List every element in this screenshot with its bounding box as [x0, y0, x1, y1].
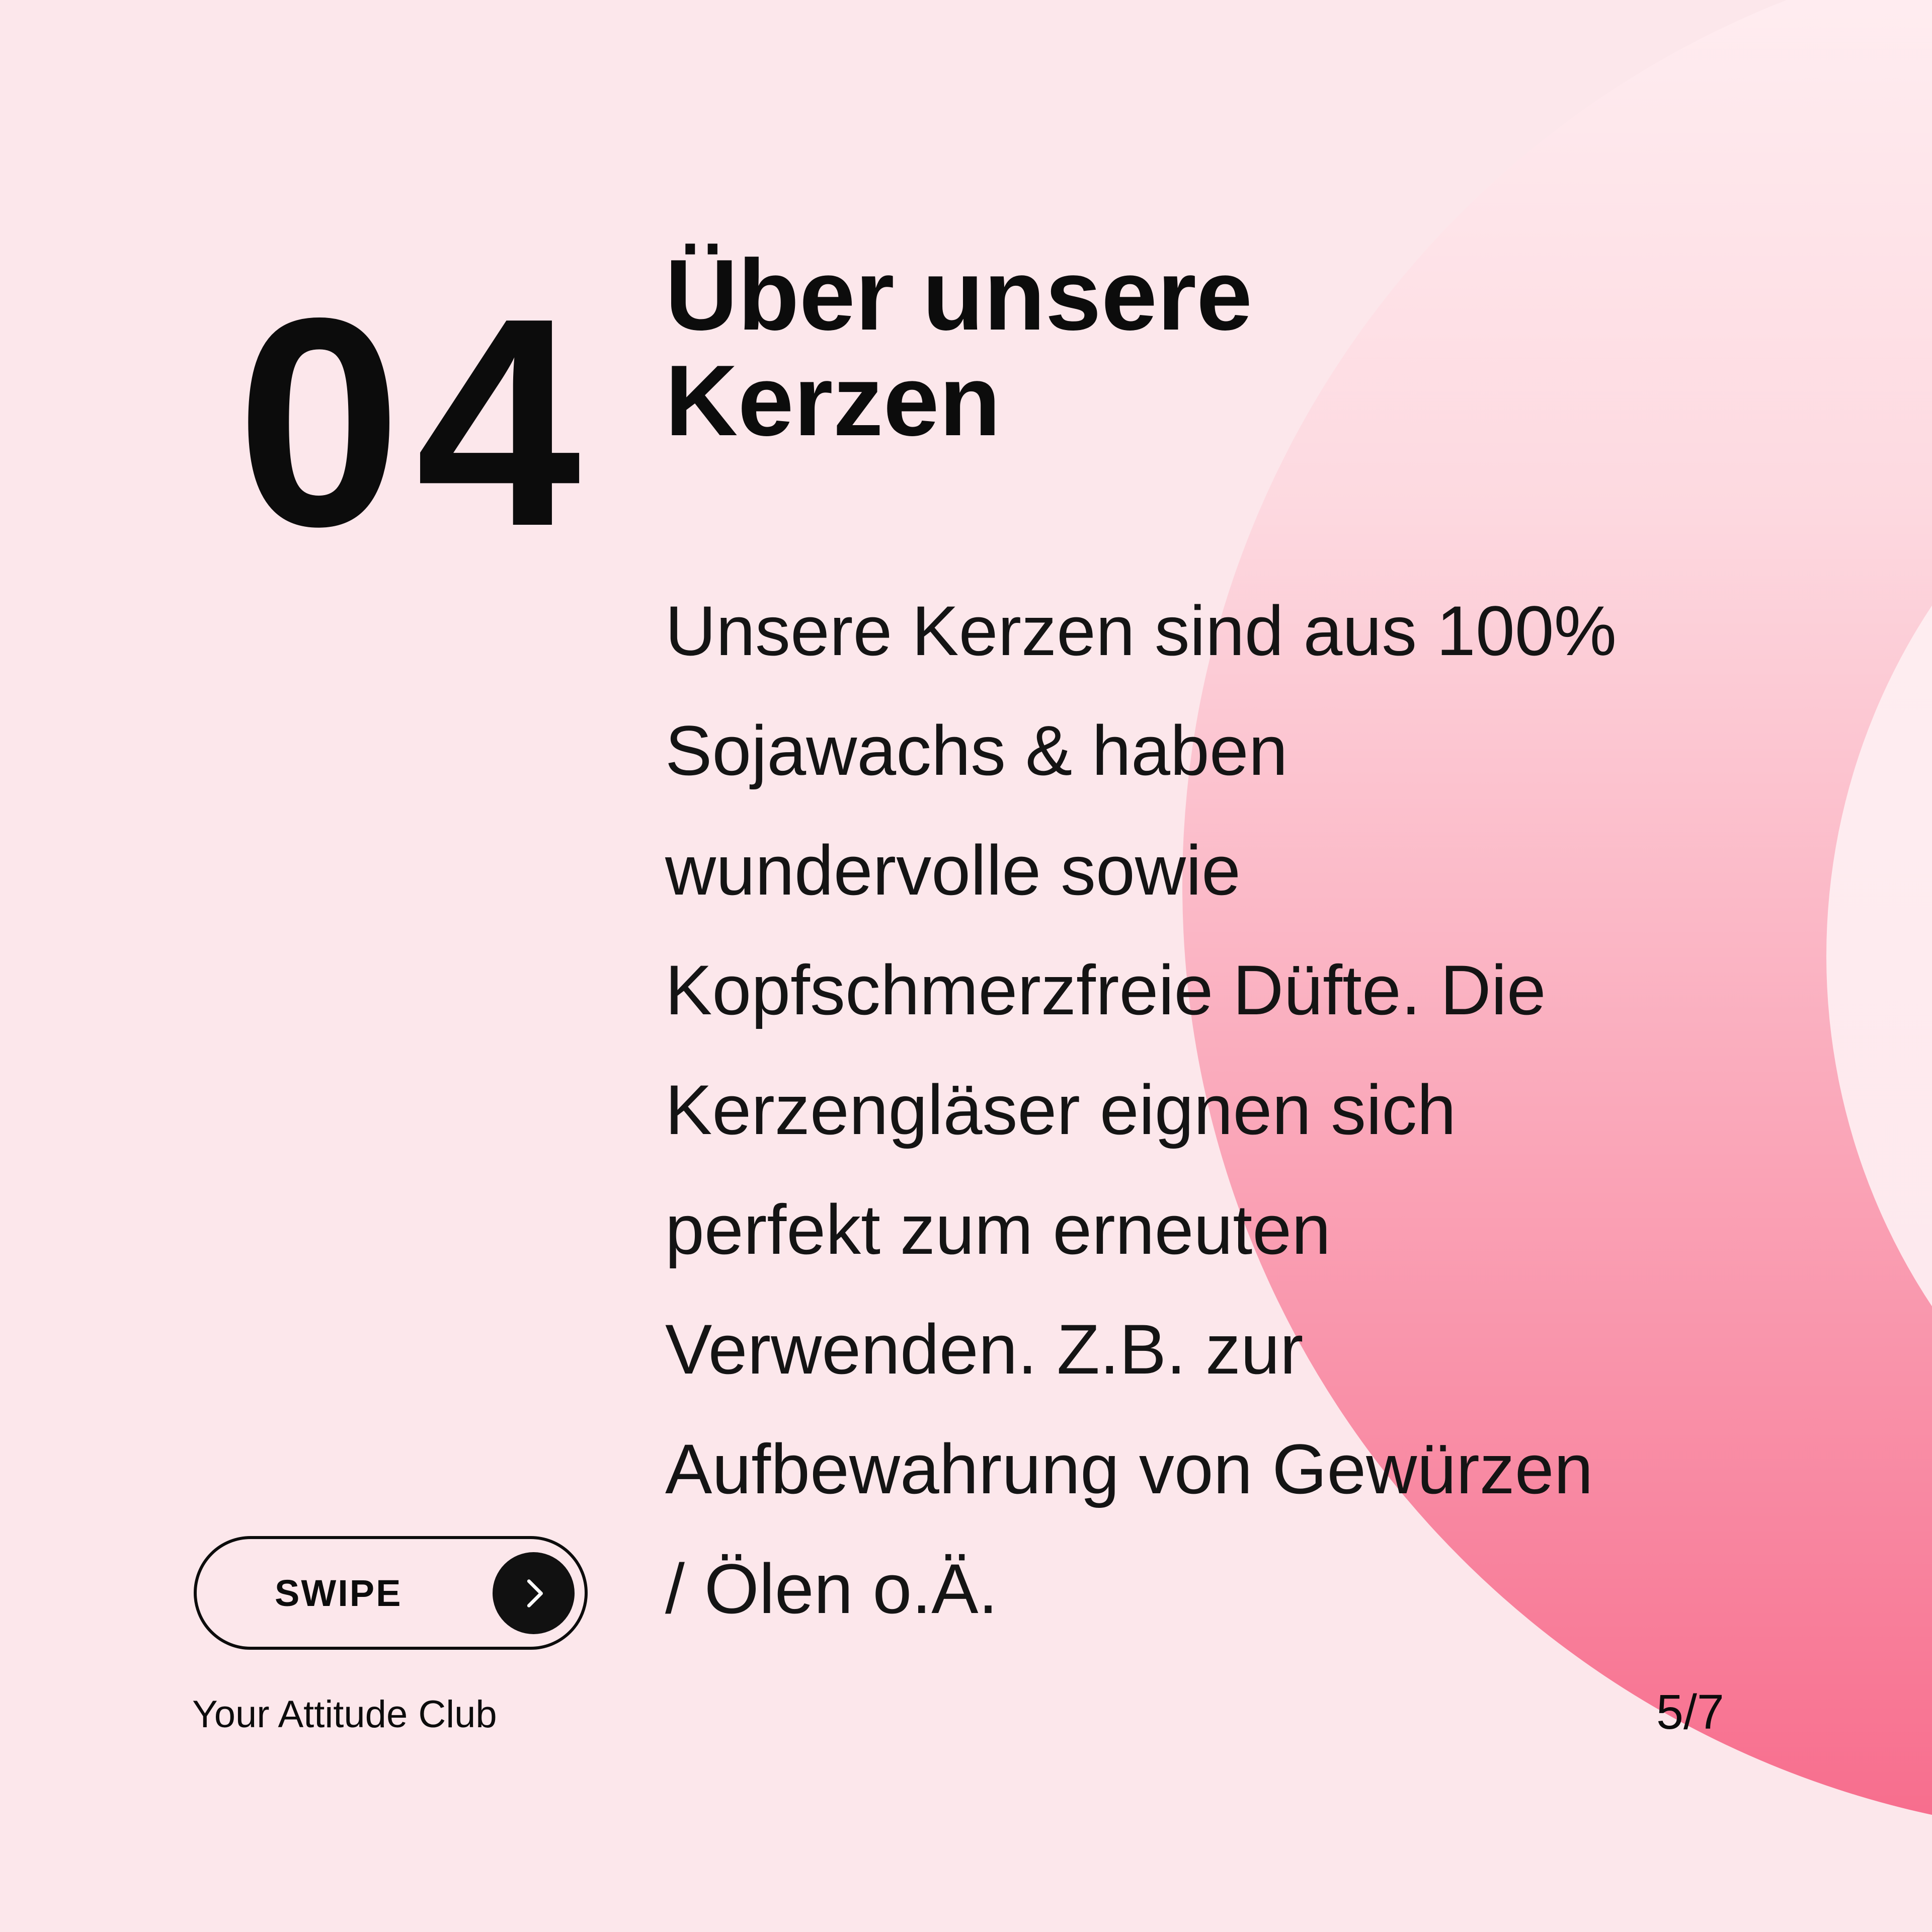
body-text: Unsere Kerzen sind aus 100% Sojawachs & …	[665, 571, 1772, 1649]
page-title-line-1: Über unsere	[665, 239, 1253, 351]
page-indicator: 5/7	[1656, 1684, 1724, 1739]
swipe-button-label: SWIPE	[275, 1572, 403, 1614]
body-text-line: perfekt zum erneuten	[665, 1190, 1331, 1269]
body-text-line: Sojawachs & haben	[665, 711, 1288, 790]
body-text-line: Verwenden. Z.B. zur	[665, 1310, 1304, 1389]
page-title: Über unsere Kerzen	[665, 243, 1252, 454]
body-text-line: wundervolle sowie	[665, 831, 1241, 910]
body-text-line: Kerzengläser eignen sich	[665, 1070, 1457, 1149]
body-text-line: Kopfschmerzfreie Düfte. Die	[665, 950, 1546, 1029]
slide-number: 04	[236, 257, 595, 588]
brand-name: Your Attitude Club	[192, 1693, 497, 1736]
body-text-line: / Ölen o.Ä.	[665, 1549, 998, 1628]
page-title-line-2: Kerzen	[665, 345, 1001, 457]
body-text-line: Unsere Kerzen sind aus 100%	[665, 591, 1617, 670]
chevron-circle	[493, 1552, 575, 1634]
chevron-right-icon	[527, 1579, 543, 1607]
swipe-button[interactable]: SWIPE	[194, 1536, 588, 1650]
body-text-line: Aufbewahrung von Gewürzen	[665, 1429, 1593, 1508]
